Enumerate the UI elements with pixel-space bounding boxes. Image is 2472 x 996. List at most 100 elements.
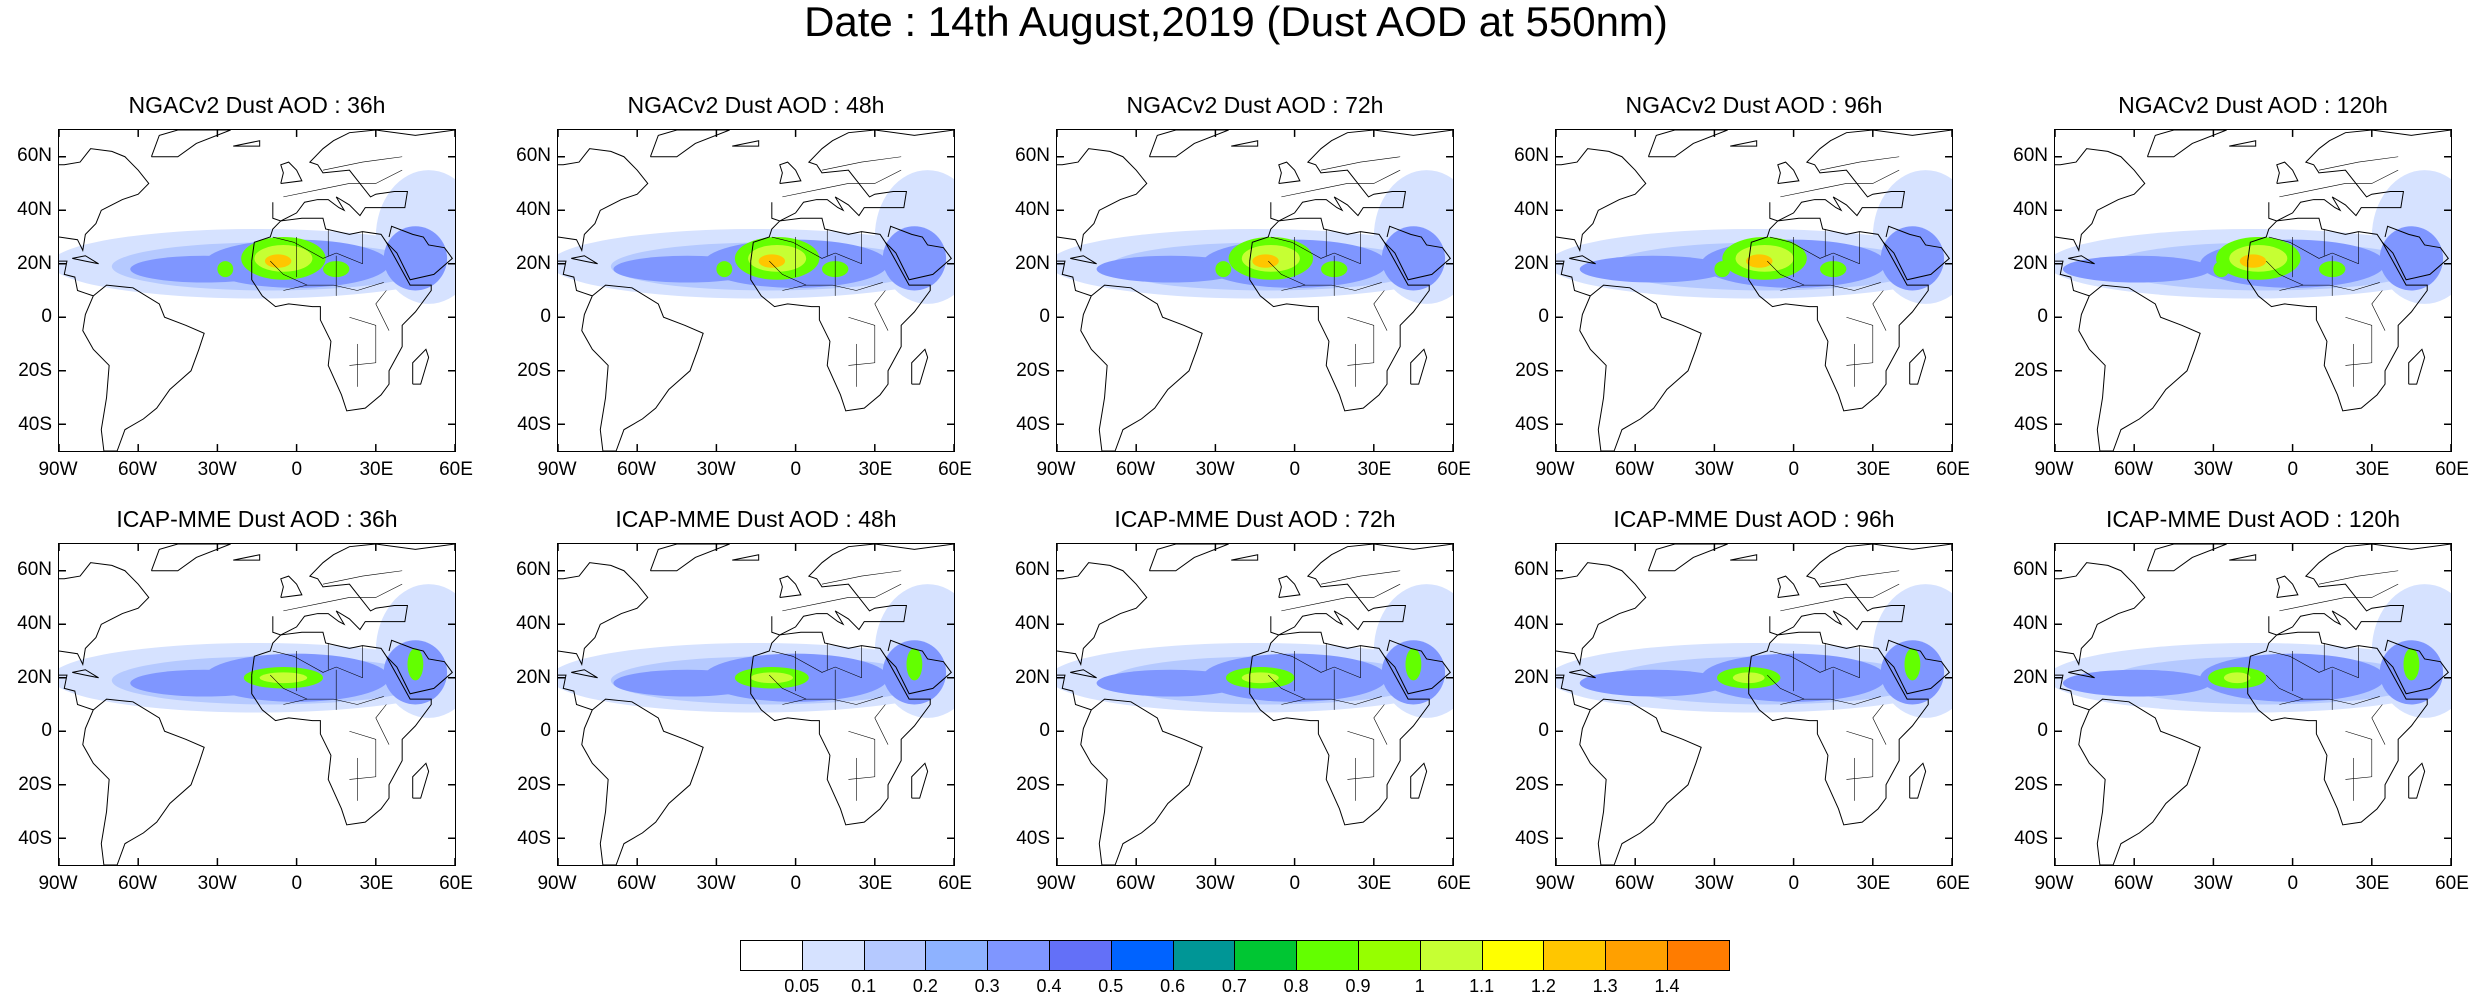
aod-high [1241,672,1279,684]
lat-tick-label: 40N [1015,612,1050,634]
lon-tick-label: 30W [696,873,736,894]
dust-aod-map [2055,544,2451,865]
panel-title: ICAP-MME Dust AOD : 48h [615,506,897,532]
lat-tick-label: 40N [2013,198,2048,220]
lat-tick-label: 20S [1016,774,1050,796]
lat-tick-label: 60N [1514,144,1549,166]
lon-tick-label: 30W [1195,873,1235,894]
lon-tick-label: 30E [858,459,893,480]
dust-aod-map [59,544,455,865]
lat-tick-label: 60N [2013,144,2048,166]
aod-peak [2239,254,2267,268]
aod-high [1904,648,1921,681]
lat-tick-label: 20N [1514,252,1549,274]
lat-tick-label: 20S [517,360,551,382]
lon-tick-label: 0 [1788,873,1800,894]
colorbar-swatch [1234,940,1298,971]
lon-tick-label: 30W [1694,873,1734,894]
lat-tick-label: 40S [1016,828,1050,850]
dust-aod-map [558,544,954,865]
colorbar-swatch [1172,940,1236,971]
aod-plume-arabia [1880,226,1945,291]
panel-title: ICAP-MME Dust AOD : 36h [116,506,398,532]
lat-tick-label: 40S [517,414,551,436]
lon-tick-label: 60E [1437,459,1471,480]
lat-tick-label: 20S [18,360,52,382]
aod-high [2403,648,2420,681]
lon-tick-label: 60W [1116,873,1156,894]
colorbar-label: 1.4 [1654,976,1680,996]
lon-tick-label: 30E [1357,873,1392,894]
lat-tick-label: 0 [2037,720,2048,742]
lon-tick-label: 60E [938,873,972,894]
lat-tick-label: 40S [2014,828,2048,850]
lon-tick-label: 30E [2355,459,2390,480]
lat-tick-label: 0 [1538,720,1549,742]
lat-tick-label: 40N [1514,198,1549,220]
lat-tick-label: 20N [1015,666,1050,688]
colorbar-swatch [1296,940,1359,971]
lat-tick-label: 60N [17,558,52,580]
map-panel [1555,129,1953,452]
lat-tick-label: 20N [17,666,52,688]
lon-tick-label: 0 [2287,459,2299,480]
lat-tick-label: 0 [1538,306,1549,328]
lon-tick-label: 0 [1289,873,1301,894]
panel-title: NGACv2 Dust AOD : 36h [128,92,386,118]
lat-tick-label: 20S [2014,360,2048,382]
lon-tick-label: 30E [359,459,394,480]
map-panel [557,543,955,866]
colorbar-label: 0.3 [974,976,1000,996]
lat-tick-label: 40N [2013,612,2048,634]
aod-high [1405,648,1422,681]
aod-peak [1746,254,1773,268]
lat-tick-label: 20N [1514,666,1549,688]
colorbar-swatch [925,940,989,971]
aod-plume-arabia [383,226,448,291]
aod-peak [758,254,786,268]
colorbar-label: 1.3 [1592,976,1618,996]
lon-tick-label: 0 [291,873,303,894]
lat-tick-label: 40N [17,198,52,220]
aod-plume-arabia [2379,226,2444,291]
lon-tick-label: 60E [1936,459,1970,480]
colorbar-label: 0.2 [912,976,938,996]
colorbar-label: 1.1 [1469,976,1495,996]
lat-tick-label: 20N [2013,666,2048,688]
colorbar-swatch [863,940,927,971]
lat-tick-label: 0 [41,306,52,328]
colorbar-swatch [1049,940,1112,971]
lat-tick-label: 60N [1015,144,1050,166]
colorbar-label: 0.8 [1283,976,1309,996]
lon-tick-label: 0 [2287,873,2299,894]
lon-tick-label: 0 [1289,459,1301,480]
dust-aod-map [59,130,455,451]
lat-tick-label: 0 [1039,306,1050,328]
dust-aod-map [558,130,954,451]
colorbar-label: 1 [1414,976,1425,996]
lon-tick-label: 30W [2193,873,2233,894]
lon-tick-label: 30W [696,459,736,480]
lat-tick-label: 40S [1515,414,1549,436]
main-title: Date : 14th August,2019 (Dust AOD at 550… [804,0,1668,45]
lat-tick-label: 40S [1016,414,1050,436]
map-panel [58,129,456,452]
lon-tick-label: 60E [2435,873,2469,894]
aod-peak [264,254,292,268]
aod-high [716,261,733,278]
lat-tick-label: 40S [2014,414,2048,436]
lon-tick-label: 30W [197,873,237,894]
map-panel [2054,129,2452,452]
map-panel [2054,543,2452,866]
aod-high [2223,672,2251,684]
panel-title: NGACv2 Dust AOD : 96h [1625,92,1883,118]
lon-tick-label: 60E [938,459,972,480]
lon-tick-label: 90W [1036,873,1076,894]
colorbar-label: 0.7 [1221,976,1247,996]
lon-tick-label: 60W [118,873,158,894]
colorbar-label: 0.6 [1160,976,1186,996]
panel-title: ICAP-MME Dust AOD : 120h [2106,506,2400,532]
lon-tick-label: 60E [439,459,473,480]
lon-tick-label: 30W [197,459,237,480]
colorbar-label: 0.1 [851,976,877,996]
